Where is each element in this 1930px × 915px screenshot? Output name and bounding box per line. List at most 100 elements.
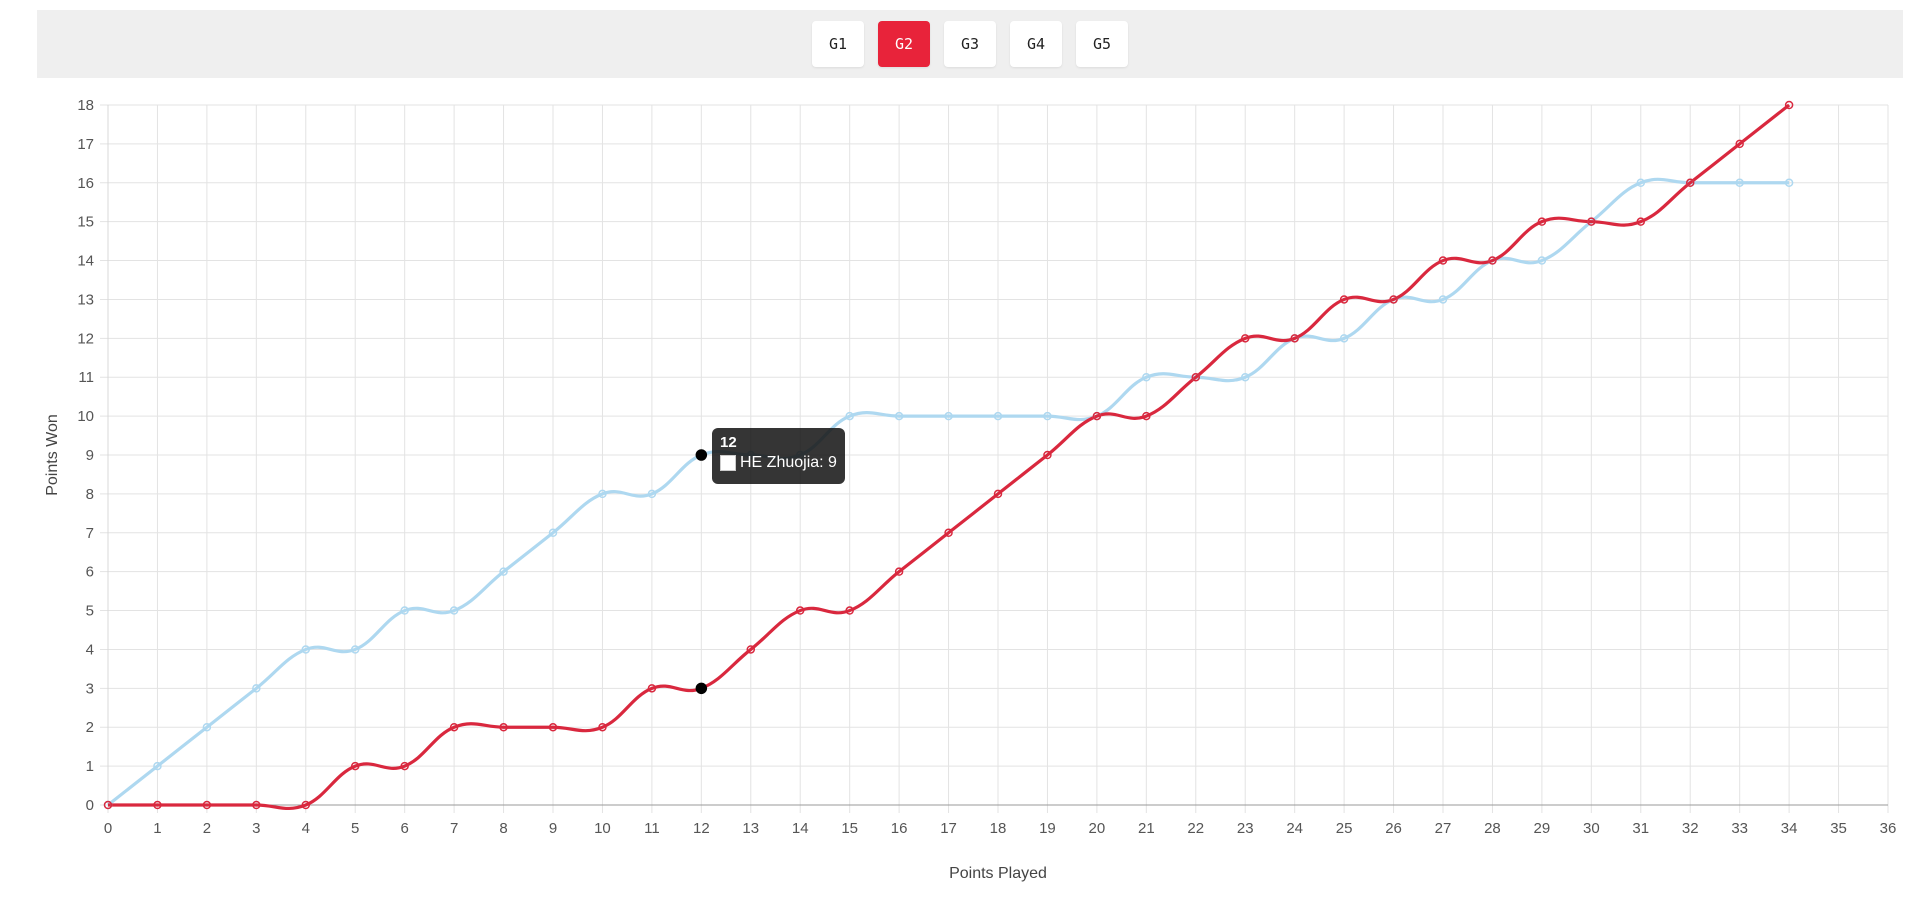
x-tick-label: 27 <box>1435 820 1452 837</box>
axes <box>107 105 1888 806</box>
y-tick-label: 13 <box>77 291 94 308</box>
data-point <box>647 684 657 693</box>
y-tick-label: 3 <box>86 680 94 697</box>
data-point <box>894 567 904 576</box>
series-points <box>103 100 1794 810</box>
x-tick-label: 35 <box>1830 820 1847 837</box>
y-tick-label: 9 <box>86 447 94 464</box>
data-point <box>1339 334 1349 343</box>
data-point <box>499 722 508 732</box>
x-tick-label: 31 <box>1632 820 1649 837</box>
data-point <box>1092 411 1102 421</box>
data-point <box>1636 217 1646 226</box>
y-tick-label: 4 <box>86 641 94 658</box>
x-tick-label: 6 <box>400 820 408 837</box>
x-tick-label: 25 <box>1336 820 1353 837</box>
x-tick-label: 9 <box>549 820 557 837</box>
game-tab-g3[interactable]: G3 <box>944 21 996 67</box>
data-point <box>202 800 212 810</box>
data-point <box>1142 372 1151 382</box>
data-point <box>1735 139 1744 149</box>
data-point <box>1537 256 1547 265</box>
x-tick-label: 26 <box>1385 820 1402 837</box>
data-point <box>400 606 409 615</box>
x-tick-label: 16 <box>891 820 908 837</box>
data-point <box>301 645 311 654</box>
y-tick-label: 10 <box>77 408 94 425</box>
tooltip-title: 12 <box>720 434 737 451</box>
x-axis-title: Points Played <box>949 865 1047 882</box>
data-point <box>1488 256 1497 265</box>
y-tick-label: 8 <box>86 486 94 503</box>
x-tick-label: 2 <box>203 820 211 837</box>
tooltip-color-swatch <box>720 455 736 471</box>
x-tick-label: 36 <box>1880 820 1897 837</box>
data-point <box>1389 295 1398 304</box>
x-tick-label: 34 <box>1781 820 1798 837</box>
data-point <box>548 528 558 538</box>
x-tick-label: 21 <box>1138 820 1155 837</box>
x-tick-label: 18 <box>990 820 1007 837</box>
game-tab-g5[interactable]: G5 <box>1076 21 1128 67</box>
highlighted-data-point <box>695 449 708 461</box>
game-tab-g2[interactable]: G2 <box>878 21 930 67</box>
data-point <box>647 489 657 499</box>
data-point <box>103 800 113 810</box>
x-tick-label: 10 <box>594 820 611 837</box>
y-tick-label: 14 <box>77 253 94 270</box>
data-point <box>1043 411 1052 421</box>
y-tick-label: 18 <box>77 97 94 114</box>
data-point <box>1636 178 1646 188</box>
x-tick-label: 4 <box>302 820 310 837</box>
data-point <box>993 489 1003 499</box>
data-point <box>1043 450 1052 460</box>
data-point <box>1191 372 1201 382</box>
x-tick-label: 17 <box>940 820 957 837</box>
y-tick-label: 6 <box>86 564 94 581</box>
x-tick-label: 5 <box>351 820 359 837</box>
x-tick-label: 15 <box>841 820 858 837</box>
data-point <box>153 800 162 810</box>
y-tick-label: 15 <box>77 214 94 231</box>
game-tab-g4[interactable]: G4 <box>1010 21 1062 67</box>
x-tick-label: 22 <box>1187 820 1204 837</box>
x-tick-label: 1 <box>153 820 161 837</box>
data-point <box>1240 334 1250 343</box>
data-point <box>252 800 261 810</box>
data-point <box>301 800 311 810</box>
data-point <box>1339 295 1349 304</box>
x-tick-label: 20 <box>1089 820 1106 837</box>
x-tick-label: 14 <box>792 820 809 837</box>
chart-tooltip: 12 HE Zhuojia: 9 <box>712 428 845 484</box>
y-axis-title: Points Won <box>44 414 61 496</box>
data-point <box>1142 411 1151 421</box>
data-point <box>894 411 904 421</box>
game-tab-g1[interactable]: G1 <box>812 21 864 67</box>
data-point <box>202 722 212 732</box>
tooltip-label: HE Zhuojia: 9 <box>740 454 837 471</box>
data-point <box>944 528 953 538</box>
x-tick-label: 32 <box>1682 820 1699 837</box>
data-point <box>795 606 805 615</box>
y-tick-label: 12 <box>77 330 94 347</box>
series-line <box>107 177 1790 807</box>
data-point <box>1438 295 1448 304</box>
data-point <box>1784 178 1794 188</box>
tooltip-row: HE Zhuojia: 9 <box>720 452 837 474</box>
data-point <box>252 684 261 693</box>
data-point <box>1290 334 1299 343</box>
x-tick-label: 33 <box>1731 820 1748 837</box>
data-point <box>548 722 558 732</box>
data-point <box>499 567 508 576</box>
data-point <box>1587 217 1596 226</box>
x-tick-label: 13 <box>742 820 759 837</box>
y-tick-label: 16 <box>77 175 94 192</box>
data-point <box>845 411 854 421</box>
data-point <box>1438 256 1448 265</box>
y-tick-label: 0 <box>86 797 94 814</box>
grid-lines <box>100 104 1889 813</box>
x-tick-label: 24 <box>1286 820 1303 837</box>
tick-labels: 0 1 2 3 4 5 6 7 8 9 10 11 12 13 14 15 16 17 18 19 20 21 22 23 24… <box>77 97 1896 837</box>
x-tick-label: 12 <box>693 820 710 837</box>
